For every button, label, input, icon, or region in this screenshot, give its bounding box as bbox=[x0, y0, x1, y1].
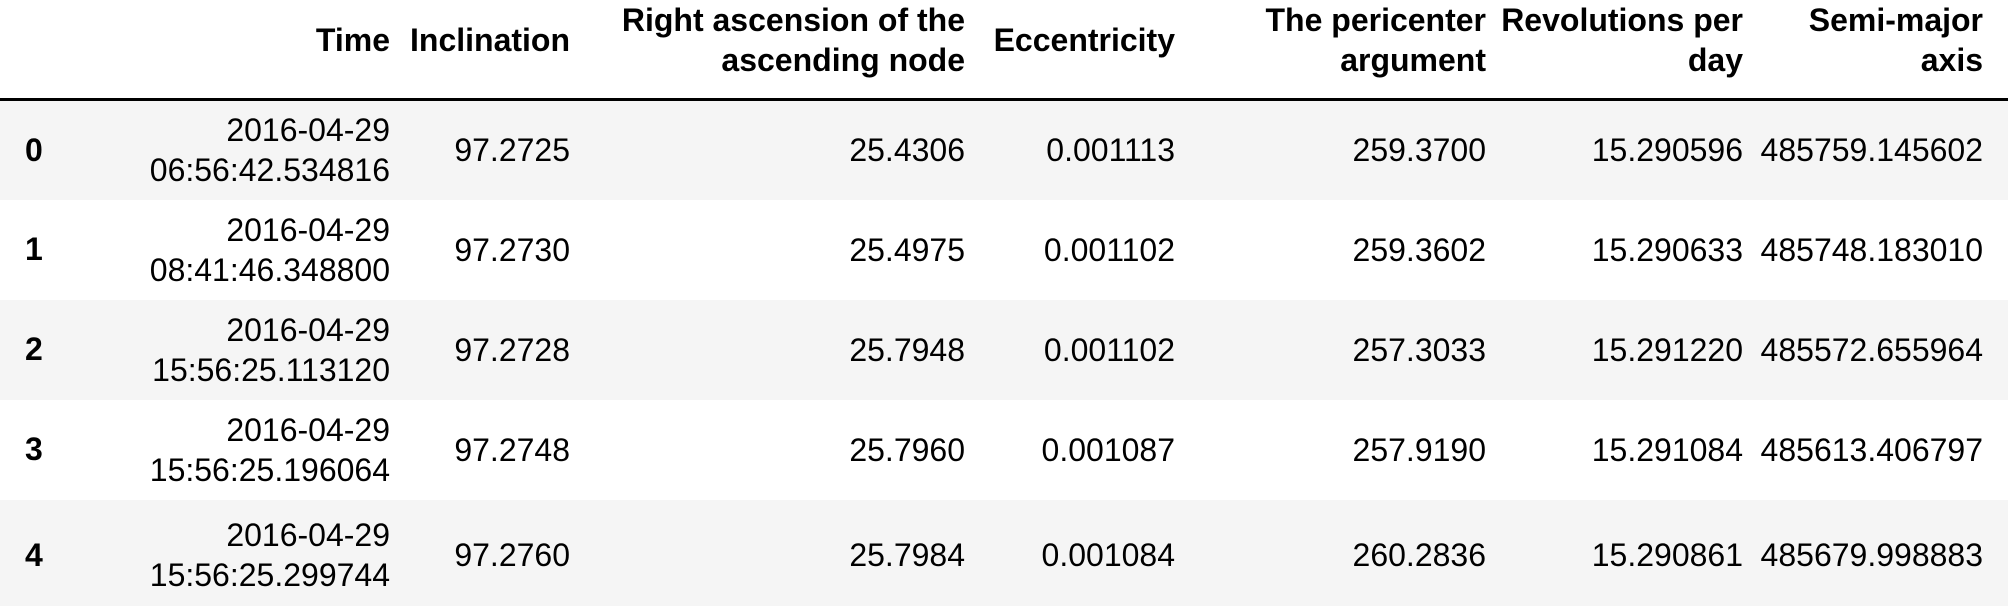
cell-eccentricity: 0.001102 bbox=[1043, 331, 1175, 368]
cell-inclination: 97.2748 bbox=[454, 431, 570, 468]
column-header-pericenter-argument: The pericenter argument bbox=[1187, 0, 1498, 101]
cell-inclination: 97.2728 bbox=[454, 331, 570, 368]
cell-time: 2016-04-29 08:41:46.348800 bbox=[149, 211, 390, 288]
cell-revolutions-per-day: 15.290633 bbox=[1591, 231, 1743, 268]
row-index: 2 bbox=[25, 331, 43, 367]
cell-pericenter-argument: 260.2836 bbox=[1352, 537, 1486, 573]
column-header-revolutions-per-day: Revolutions per day bbox=[1498, 0, 1755, 101]
row-index: 4 bbox=[25, 536, 43, 573]
cell-right-ascension: 25.4975 bbox=[849, 231, 965, 268]
cell-pericenter-argument: 259.3700 bbox=[1352, 132, 1486, 169]
cell-time: 2016-04-29 15:56:25.299744 bbox=[149, 517, 390, 593]
cell-semi-major-axis: 485613.406797 bbox=[1760, 431, 1983, 468]
row-index: 3 bbox=[25, 431, 43, 467]
cell-revolutions-per-day: 15.291220 bbox=[1591, 331, 1743, 368]
cell-inclination: 97.2730 bbox=[454, 231, 570, 268]
table-row: 0 2016-04-29 06:56:42.534816 97.2725 25.430… bbox=[0, 99, 2008, 200]
cell-time: 2016-04-29 06:56:42.534816 bbox=[149, 112, 390, 189]
cell-right-ascension: 25.7984 bbox=[849, 537, 965, 573]
row-index: 0 bbox=[25, 131, 43, 168]
cell-pericenter-argument: 259.3602 bbox=[1352, 231, 1486, 268]
cell-right-ascension: 25.7960 bbox=[849, 431, 965, 468]
table-row: 1 2016-04-29 08:41:46.348800 97.2730 25.497… bbox=[0, 200, 2008, 300]
cell-semi-major-axis: 485679.998883 bbox=[1760, 537, 1983, 573]
table-row: 3 2016-04-29 15:56:25.196064 97.2748 25.796… bbox=[0, 400, 2008, 500]
cell-semi-major-axis: 485572.655964 bbox=[1760, 331, 1983, 368]
cell-right-ascension: 25.7948 bbox=[849, 331, 965, 368]
table-row: 4 2016-04-29 15:56:25.299744 97.2760 25.798… bbox=[0, 499, 2008, 606]
cell-eccentricity: 0.001113 bbox=[1046, 132, 1175, 169]
cell-pericenter-argument: 257.9190 bbox=[1352, 431, 1486, 468]
column-header-right-ascension: Right ascension of the ascending node bbox=[582, 0, 977, 101]
cell-time: 2016-04-29 15:56:25.113120 bbox=[152, 311, 390, 388]
row-index: 1 bbox=[25, 231, 43, 267]
column-header-index bbox=[0, 0, 70, 101]
cell-revolutions-per-day: 15.291084 bbox=[1591, 431, 1743, 468]
column-header-semi-major-axis: Semi-major axis bbox=[1755, 0, 2008, 101]
cell-time: 2016-04-29 15:56:25.196064 bbox=[149, 411, 390, 488]
cell-revolutions-per-day: 15.290596 bbox=[1591, 132, 1743, 169]
table-body: 0 2016-04-29 06:56:42.534816 97.2725 25.430… bbox=[0, 99, 2008, 606]
cell-inclination: 97.2725 bbox=[454, 132, 570, 169]
cell-eccentricity: 0.001084 bbox=[1041, 537, 1175, 573]
cell-right-ascension: 25.4306 bbox=[849, 132, 965, 169]
header-row: Time Inclination Right ascension of the … bbox=[0, 0, 2008, 101]
table-row: 2 2016-04-29 15:56:25.113120 97.2728 25.794… bbox=[0, 299, 2008, 400]
column-header-eccentricity: Eccentricity bbox=[977, 0, 1187, 101]
column-header-inclination: Inclination bbox=[402, 0, 582, 101]
cell-eccentricity: 0.001087 bbox=[1041, 431, 1175, 468]
cell-semi-major-axis: 485759.145602 bbox=[1760, 132, 1983, 169]
cell-pericenter-argument: 257.3033 bbox=[1352, 331, 1486, 368]
table-header: Time Inclination Right ascension of the … bbox=[0, 0, 2008, 101]
cell-semi-major-axis: 485748.183010 bbox=[1760, 231, 1983, 268]
column-header-time: Time bbox=[70, 0, 402, 101]
cell-revolutions-per-day: 15.290861 bbox=[1591, 537, 1743, 573]
cell-eccentricity: 0.001102 bbox=[1043, 231, 1175, 268]
cell-inclination: 97.2760 bbox=[454, 537, 570, 573]
